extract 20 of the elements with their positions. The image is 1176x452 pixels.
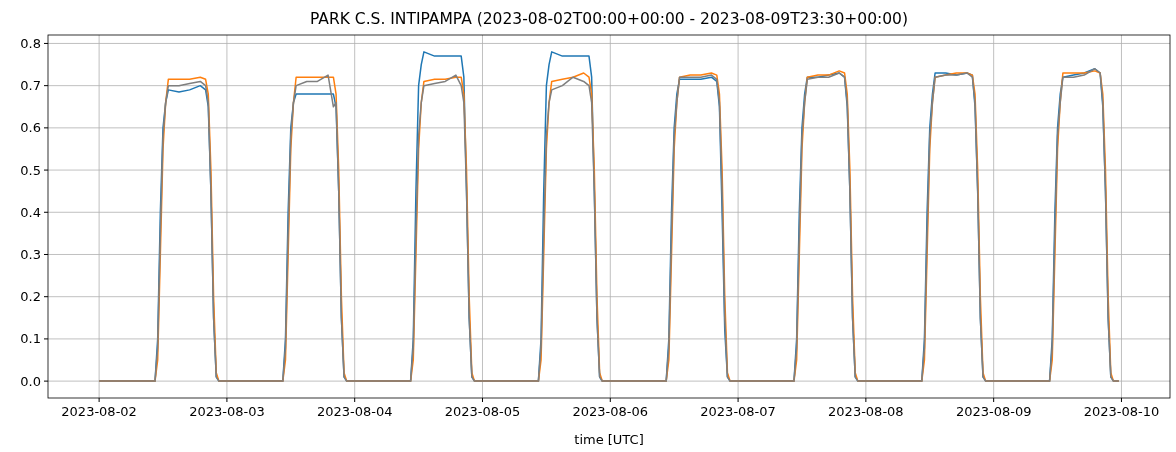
y-tick-label: 0.7 xyxy=(20,78,41,94)
y-tick-label: 0.8 xyxy=(20,35,41,51)
x-tick-label: 2023-08-10 xyxy=(1083,404,1160,419)
y-tick-label: 0.2 xyxy=(20,289,41,305)
x-tick-label: 2023-08-02 xyxy=(61,404,137,419)
y-tick-label: 0.6 xyxy=(20,120,41,136)
y-tick-label: 0.5 xyxy=(20,162,41,178)
x-tick-label: 2023-08-04 xyxy=(316,404,393,419)
x-tick-label: 2023-08-06 xyxy=(572,404,649,419)
chart-title: PARK C.S. INTIPAMPA (2023-08-02T00:00+00:00 - 2023-08-09T23:30+00:00) xyxy=(310,10,908,28)
y-tick-label: 0.3 xyxy=(20,246,41,262)
x-tick-label: 2023-08-03 xyxy=(189,404,265,419)
x-tick-label: 2023-08-08 xyxy=(828,404,904,419)
y-tick-label: 0.4 xyxy=(20,204,41,220)
y-tick-label: 0.0 xyxy=(20,373,41,389)
y-tick-label: 0.1 xyxy=(20,331,41,347)
x-tick-label: 2023-08-09 xyxy=(955,404,1032,419)
x-axis-title: time [UTC] xyxy=(574,432,644,447)
x-tick-label: 2023-08-05 xyxy=(444,404,521,419)
x-tick-label: 2023-08-07 xyxy=(700,404,776,419)
